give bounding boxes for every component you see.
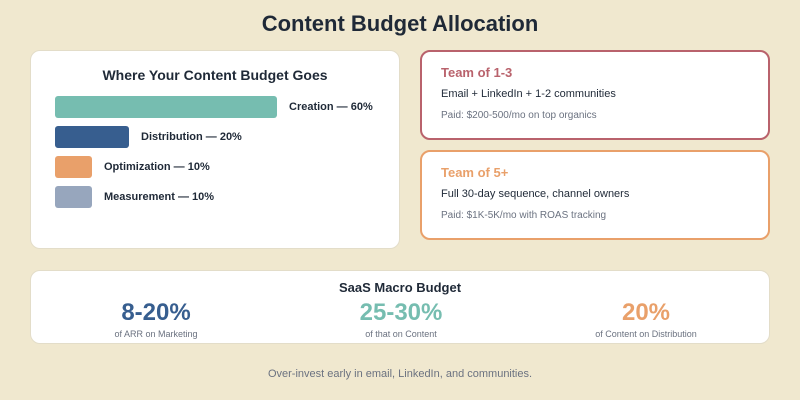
macro-stat-arr-label: of ARR on Marketing (114, 329, 198, 339)
budget-bar-distribution (55, 126, 129, 148)
team-large-description: Full 30-day sequence, channel owners (441, 188, 630, 200)
budget-row-creation: Creation — 60% (55, 96, 373, 118)
team-small-title: Team of 1-3 (441, 65, 513, 80)
macro-stat-distribution: 20% of Content on Distribution (536, 298, 756, 339)
budget-row-distribution: Distribution — 20% (55, 126, 242, 148)
macro-stat-content-value: 25-30% (359, 299, 443, 326)
team-large-title: Team of 5+ (441, 165, 509, 180)
budget-bar-measurement (55, 186, 92, 208)
budget-label-distribution: Distribution — 20% (141, 131, 242, 143)
macro-stat-distribution-value: 20% (621, 299, 671, 326)
team-small-description: Email + LinkedIn + 1-2 communities (441, 88, 616, 100)
budget-card-title: Where Your Content Budget Goes (102, 67, 328, 83)
team-small-card: Team of 1-3 Email + LinkedIn + 1-2 commu… (420, 50, 770, 140)
macro-stat-content: 25-30% of that on Content (291, 298, 511, 339)
budget-label-measurement: Measurement — 10% (104, 191, 215, 203)
macro-budget-title: SaaS Macro Budget (338, 280, 462, 295)
budget-allocation-card: Where Your Content Budget Goes Creation … (30, 50, 400, 249)
budget-row-measurement: Measurement — 10% (55, 186, 214, 208)
page-title: Content Budget Allocation (261, 11, 539, 36)
macro-stat-arr-value: 8-20% (121, 299, 191, 326)
team-large-card: Team of 5+ Full 30-day sequence, channel… (420, 150, 770, 240)
macro-stat-distribution-label: of Content on Distribution (595, 329, 697, 339)
budget-label-optimization: Optimization — 10% (104, 161, 210, 173)
budget-row-optimization: Optimization — 10% (55, 156, 210, 178)
team-small-paid: Paid: $200-500/mo on top organics (441, 110, 597, 121)
team-large-paid: Paid: $1K-5K/mo with ROAS tracking (441, 210, 607, 221)
macro-budget-card: SaaS Macro Budget 8-20% of ARR on Market… (30, 270, 770, 344)
budget-bar-creation (55, 96, 277, 118)
budget-bar-optimization (55, 156, 92, 178)
macro-stat-arr: 8-20% of ARR on Marketing (46, 298, 266, 339)
footer-note: Over-invest early in email, LinkedIn, an… (267, 368, 533, 380)
budget-label-creation: Creation — 60% (289, 101, 373, 113)
macro-stat-content-label: of that on Content (365, 329, 437, 339)
